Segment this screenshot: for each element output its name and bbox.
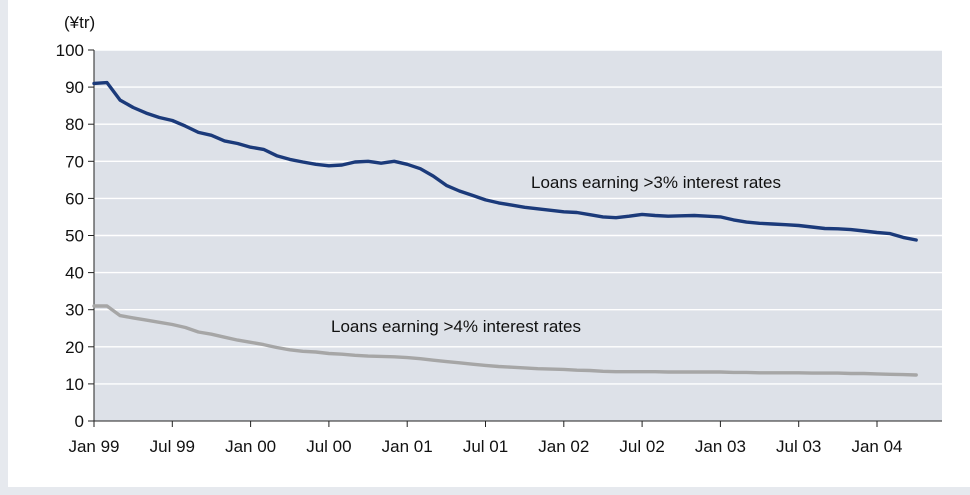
y-tick-label: 60 bbox=[65, 189, 84, 208]
x-tick-label: Jan 02 bbox=[538, 437, 589, 456]
y-tick-label: 50 bbox=[65, 227, 84, 246]
x-tick-label: Jan 99 bbox=[68, 437, 119, 456]
y-tick-label: 30 bbox=[65, 301, 84, 320]
y-tick-label: 80 bbox=[65, 115, 84, 134]
x-tick-label: Jul 02 bbox=[619, 437, 664, 456]
series-lines bbox=[92, 80, 918, 377]
y-tick-label: 90 bbox=[65, 78, 84, 97]
y-tick-label: 40 bbox=[65, 264, 84, 283]
x-tick-label: Jul 03 bbox=[776, 437, 821, 456]
annotation-series-3pct: Loans earning >3% interest rates bbox=[531, 173, 781, 192]
y-tick-label: 0 bbox=[75, 412, 84, 431]
x-tick-label: Jan 04 bbox=[851, 437, 902, 456]
y-tick-label: 100 bbox=[56, 41, 84, 60]
y-tick-label: 10 bbox=[65, 375, 84, 394]
y-axis-unit-label: (¥tr) bbox=[64, 13, 95, 32]
axes: 0 10 20 30 40 50 60 70 80 90 100 Jan 99 Jul 99 Jan 00… bbox=[56, 41, 942, 456]
series-line-3pct bbox=[92, 80, 918, 242]
series-line-4pct bbox=[92, 304, 918, 377]
x-tick-label: Jan 01 bbox=[382, 437, 433, 456]
left-border bbox=[0, 0, 8, 495]
gridlines bbox=[94, 49, 942, 385]
y-tick-label: 70 bbox=[65, 152, 84, 171]
y-tick-label: 20 bbox=[65, 338, 84, 357]
bottom-border bbox=[0, 487, 970, 495]
x-tick-label: Jan 00 bbox=[225, 437, 276, 456]
x-tick-label: Jan 03 bbox=[695, 437, 746, 456]
x-tick-label: Jul 99 bbox=[150, 437, 195, 456]
x-tick-label: Jul 01 bbox=[463, 437, 508, 456]
x-tick-label: Jul 00 bbox=[306, 437, 351, 456]
annotation-series-4pct: Loans earning >4% interest rates bbox=[331, 317, 581, 336]
